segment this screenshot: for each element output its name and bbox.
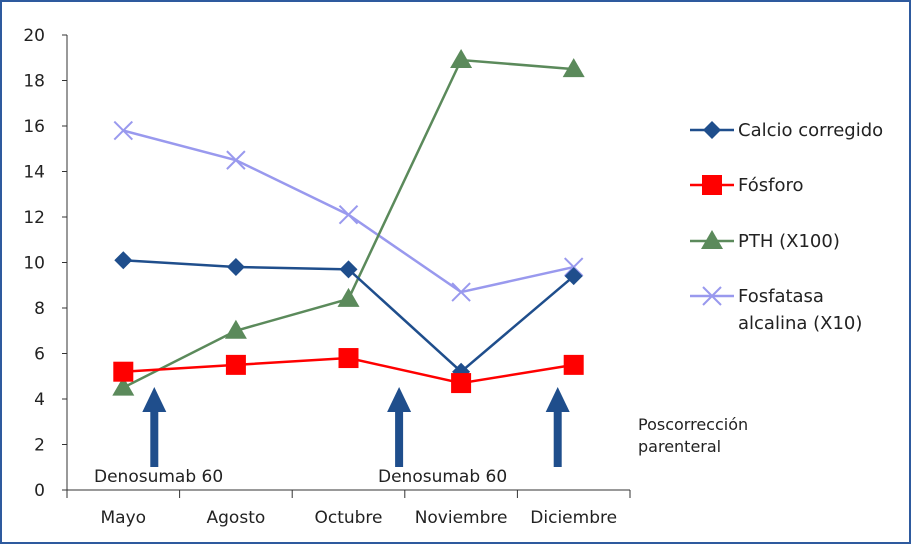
legend-label: alcalina (X10) [738,313,862,334]
legend-item: Fosfatasa alcalina (X10) [690,286,862,334]
y-tick-label: 14 [23,163,45,183]
data-point-x-stroke [113,120,134,141]
axes: 0 2 4 6 8 10 12 14 16 18 20 Mayo Agosto Octubre Noviem… [23,26,631,528]
legend-item: Calcio corregido [690,120,883,141]
y-tick-label: 2 [34,436,45,456]
legend-label: Fosfatasa [738,286,824,307]
data-point-diamond [339,260,358,279]
data-point-square [338,348,359,369]
arrow-head [387,387,412,412]
data-point-x [702,286,722,306]
data-point-x-stroke [563,257,584,277]
data-point-square [702,175,722,195]
x-tick-label: Diciembre [530,508,617,528]
data-point-x [451,282,471,302]
data-point-x-stroke [226,150,246,170]
data-point-x-stroke [451,282,471,302]
annotation-label: Denosumab 60 [94,467,223,487]
arrow-shaft [150,407,159,467]
data-point-x [113,120,134,141]
series-line [122,58,574,389]
series-group [113,120,584,302]
data-point-triangle [562,58,585,78]
data-point-x-stroke [338,205,359,225]
data-point-diamond [564,267,583,286]
data-point-x-stroke [702,286,722,306]
series-group [113,348,584,394]
x-tick-label: Noviembre [415,508,508,528]
data-point-triangle [224,319,247,339]
y-tick-label: 8 [34,299,45,319]
data-point-triangle [450,49,473,69]
series-group [112,49,585,396]
x-tick-label: Agosto [207,508,266,528]
series-group [114,251,583,381]
data-point-square [563,354,584,375]
y-tick-label: 18 [23,72,45,92]
x-tick-label: Mayo [101,508,147,528]
annotation-label: Poscorrección [638,415,748,434]
annotation-label: Denosumab 60 [378,467,507,487]
data-point-square [225,354,246,375]
y-tick-label: 4 [34,390,45,410]
arrow-shaft [553,407,562,467]
arrow-head [545,387,570,412]
y-tick-label: 20 [23,26,45,46]
data-point-x [338,205,359,225]
arrow-shaft [395,407,404,467]
series-layer [112,49,585,396]
data-point-square [113,361,134,382]
legend-item: PTH (X100) [690,230,840,252]
legend-label: PTH (X100) [738,231,840,252]
legend: Calcio corregido Fósforo PTH (X100) Fosfata… [690,120,883,334]
data-point-triangle [701,230,723,249]
data-point-triangle [112,376,135,396]
y-tick-label: 16 [23,117,45,137]
y-tick-label: 6 [34,345,45,365]
legend-item: Fósforo [690,175,803,196]
data-point-diamond [703,121,721,139]
data-point-x [226,150,246,170]
y-tick-label: 12 [23,208,45,228]
y-tick-label: 10 [23,254,45,274]
arrow-head [142,387,167,412]
x-tick-label: Octubre [314,508,382,528]
legend-label: Calcio corregido [738,120,883,141]
y-tick-label: 0 [34,481,45,501]
annotations: Denosumab 60 Denosumab 60 Poscorrección par… [94,387,748,487]
data-point-square [451,373,472,394]
legend-label: Fósforo [738,175,803,196]
data-point-diamond [114,251,133,270]
data-point-triangle [337,287,360,307]
data-point-diamond [226,258,245,277]
data-point-x [563,257,584,277]
annotation-label: parenteral [638,437,721,456]
